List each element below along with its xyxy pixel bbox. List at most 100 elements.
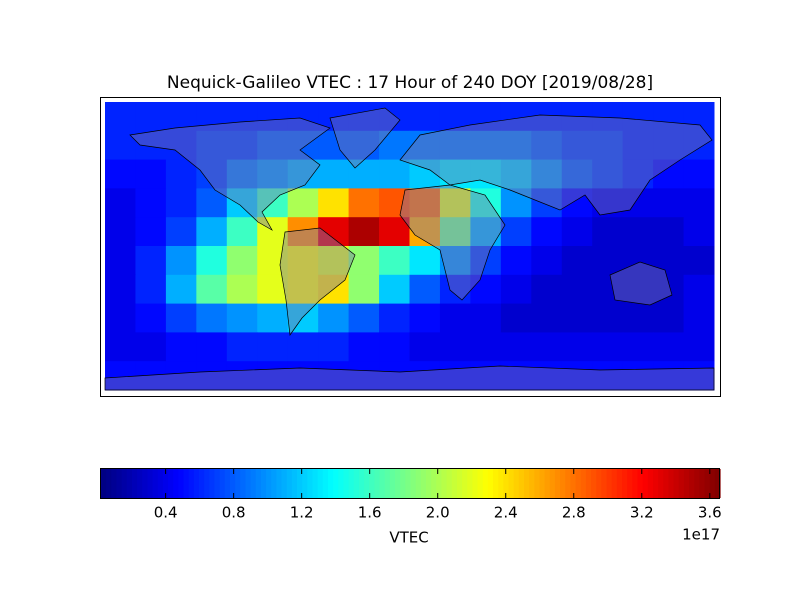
colorbar-step bbox=[689, 469, 695, 498]
colorbar bbox=[101, 469, 721, 498]
vtec-cell bbox=[348, 332, 380, 362]
vtec-cell bbox=[531, 217, 563, 247]
vtec-cell bbox=[531, 159, 563, 189]
vtec-cell bbox=[379, 130, 410, 161]
vtec-cell bbox=[348, 303, 380, 333]
vtec-cell bbox=[257, 332, 289, 362]
colorbar-step bbox=[544, 469, 551, 498]
vtec-cell bbox=[379, 188, 410, 218]
vtec-cell bbox=[592, 303, 624, 333]
vtec-cell bbox=[287, 361, 319, 391]
colorbar-step bbox=[451, 469, 458, 498]
colorbar-step bbox=[503, 469, 510, 498]
vtec-cell bbox=[105, 102, 136, 132]
colorbar-step bbox=[353, 469, 360, 498]
colorbar-step bbox=[333, 469, 339, 498]
vtec-cell bbox=[592, 274, 624, 305]
vtec-cell bbox=[470, 217, 502, 247]
vtec-cell bbox=[500, 303, 532, 333]
colorbar-step bbox=[632, 469, 639, 498]
colorbar-step bbox=[658, 469, 664, 498]
vtec-cell bbox=[592, 246, 624, 276]
vtec-cell bbox=[439, 274, 471, 305]
vtec-cell bbox=[470, 303, 502, 333]
colorbar-step bbox=[126, 469, 133, 498]
vtec-cell bbox=[592, 130, 624, 161]
vtec-cell bbox=[165, 188, 197, 218]
vtec-cell bbox=[196, 246, 228, 276]
colorbar-step bbox=[487, 469, 494, 498]
vtec-cell bbox=[409, 274, 441, 305]
vtec-cell bbox=[409, 361, 441, 391]
colorbar-step bbox=[534, 469, 541, 498]
north-america bbox=[129, 117, 331, 231]
colorbar-step bbox=[425, 469, 432, 498]
vtec-cell bbox=[348, 217, 380, 247]
vtec-cell bbox=[561, 246, 593, 276]
colorbar-tick-label: 0.4 bbox=[154, 504, 178, 522]
vtec-cell bbox=[592, 361, 624, 391]
vtec-cell bbox=[226, 130, 258, 161]
vtec-cell bbox=[379, 246, 410, 276]
colorbar-step bbox=[219, 469, 226, 498]
vtec-cell bbox=[318, 188, 350, 218]
colorbar-step bbox=[358, 469, 365, 498]
vtec-cell bbox=[531, 130, 563, 161]
colorbar-step bbox=[348, 469, 355, 498]
colorbar-step bbox=[678, 469, 685, 498]
vtec-cell bbox=[683, 159, 715, 189]
colorbar-step bbox=[276, 469, 283, 498]
vtec-cell bbox=[470, 102, 502, 132]
colorbar-step bbox=[539, 469, 546, 498]
colorbar-step bbox=[137, 469, 143, 498]
vtec-cell bbox=[348, 130, 380, 161]
vtec-cell bbox=[287, 274, 319, 305]
vtec-cell bbox=[196, 274, 228, 305]
vtec-cell bbox=[409, 303, 441, 333]
vtec-cell bbox=[196, 217, 228, 247]
chart-title: Nequick-Galileo VTEC : 17 Hour of 240 DO… bbox=[167, 73, 653, 93]
map-frame bbox=[100, 97, 721, 397]
colorbar-step bbox=[467, 469, 473, 498]
vtec-cell bbox=[531, 102, 563, 132]
colorbar-step bbox=[714, 469, 721, 498]
vtec-cell bbox=[439, 188, 471, 218]
colorbar-step bbox=[101, 469, 107, 498]
colorbar-step bbox=[199, 469, 205, 498]
colorbar-step bbox=[570, 469, 577, 498]
colorbar-step bbox=[131, 469, 138, 498]
colorbar-step bbox=[312, 469, 319, 498]
vtec-cell bbox=[561, 274, 593, 305]
vtec-cell bbox=[226, 217, 258, 247]
colorbar-step bbox=[642, 469, 649, 498]
vtec-cell bbox=[683, 188, 715, 218]
colorbar-step bbox=[389, 469, 396, 498]
vtec-cell bbox=[226, 188, 258, 218]
vtec-cell bbox=[439, 102, 471, 132]
vtec-cell bbox=[622, 102, 654, 132]
colorbar-step bbox=[240, 469, 247, 498]
colorbar-step bbox=[673, 469, 680, 498]
colorbar-step bbox=[498, 469, 504, 498]
vtec-cell bbox=[561, 188, 593, 218]
vtec-cell bbox=[379, 361, 410, 391]
coastlines bbox=[104, 107, 715, 391]
vtec-cell bbox=[165, 303, 197, 333]
colorbar-step bbox=[229, 469, 236, 498]
vtec-cell bbox=[470, 130, 502, 161]
vtec-cell bbox=[592, 217, 624, 247]
vtec-cell bbox=[165, 246, 197, 276]
colorbar-step bbox=[549, 469, 556, 498]
vtec-cell bbox=[531, 188, 563, 218]
vtec-cell bbox=[318, 102, 350, 132]
colorbar-tick-label: 0.8 bbox=[222, 504, 246, 522]
vtec-cell bbox=[348, 361, 380, 391]
colorbar-step bbox=[286, 469, 293, 498]
colorbar-step bbox=[338, 469, 345, 498]
vtec-cell bbox=[287, 102, 319, 132]
colorbar-step bbox=[369, 469, 375, 498]
vtec-cell bbox=[165, 159, 197, 189]
vtec-cell bbox=[653, 102, 685, 132]
vtec-cell bbox=[196, 332, 228, 362]
colorbar-step bbox=[647, 469, 654, 498]
